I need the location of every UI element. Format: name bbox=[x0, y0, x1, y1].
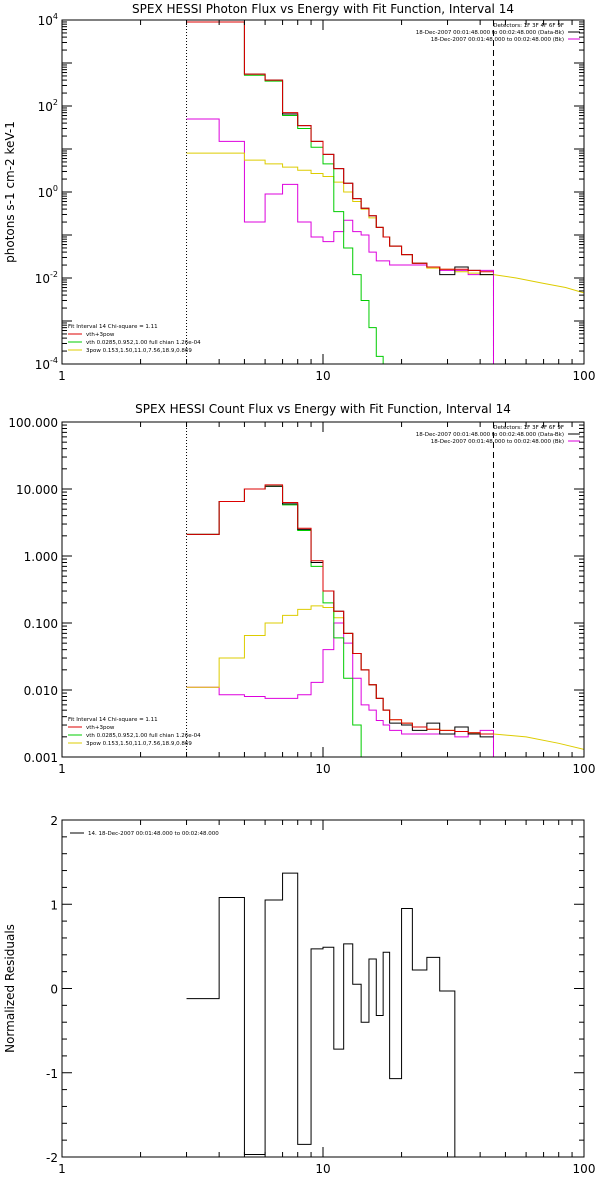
chart-title: SPEX HESSI Count Flux vs Energy with Fit… bbox=[135, 402, 511, 416]
plot-frame bbox=[61, 19, 585, 365]
y-tick-label: 0.100 bbox=[24, 617, 58, 631]
y-tick-exponent: -2 bbox=[50, 270, 58, 279]
x-tick-label: 100 bbox=[573, 762, 596, 776]
y-tick-exponent: 0 bbox=[53, 184, 58, 193]
y-axis: -2 -1 0 1 2 bbox=[46, 814, 584, 1165]
legend-entry: Fit Interval 14 Chi-square = 1.11 bbox=[68, 324, 158, 330]
y-axis-label: photons s-1 cm-2 keV-1 bbox=[3, 121, 17, 263]
legend-entry: 3pow 0.153,1.50,11.0,7.56,18.9,0.869 bbox=[86, 741, 192, 747]
legend-entry: Detectors: 1F 3F 4F 6F 9F bbox=[493, 425, 564, 431]
x-tick-label: 10 bbox=[315, 369, 330, 383]
x-tick-label: 1 bbox=[58, 1162, 66, 1176]
y-tick-label: -1 bbox=[46, 1067, 58, 1081]
chart-title: SPEX HESSI Photon Flux vs Energy with Fi… bbox=[132, 2, 514, 16]
legend-entry: 14. 18-Dec-2007 00:01:48.000 to 00:02:48… bbox=[88, 831, 219, 837]
legend-entry: vth+3pow bbox=[86, 332, 115, 338]
series-group bbox=[186, 872, 494, 1157]
legend-entry: 18-Dec-2007 00:01:48.000 to 00:02:48.000… bbox=[416, 432, 564, 438]
series-group bbox=[186, 21, 584, 364]
legend-entry: 18-Dec-2007 00:01:48.000 to 00:02:48.000… bbox=[416, 30, 564, 36]
series-group bbox=[186, 484, 584, 757]
y-tick-base: 10 bbox=[38, 14, 53, 28]
legend-entry: Detectors: 1F 3F 4F 6F 9F bbox=[493, 23, 564, 29]
x-axis: 1 10 100 bbox=[58, 820, 595, 1176]
series-line-3pow bbox=[186, 605, 494, 735]
series-line-bk bbox=[186, 118, 494, 364]
legend-entry: vth+3pow bbox=[86, 725, 115, 731]
y-tick-exponent: 2 bbox=[53, 98, 58, 107]
y-tick-base: 10 bbox=[38, 186, 53, 200]
series-line-vth bbox=[186, 485, 362, 757]
y-tick-label: 10.000 bbox=[16, 483, 58, 497]
series-line-bk bbox=[186, 622, 494, 757]
legend-entry: vth 0.0285,0.952,1.00 full chian 1.26e-0… bbox=[86, 733, 201, 739]
y-tick-exponent: 4 bbox=[53, 12, 58, 21]
model-extrapolation-line bbox=[493, 733, 584, 750]
y-tick-label: 100.000 bbox=[8, 416, 58, 430]
x-tick-label: 1 bbox=[58, 762, 66, 776]
y-tick-label: 10-2 bbox=[35, 270, 58, 286]
x-axis: 1 10 100 bbox=[58, 20, 595, 383]
y-tick-base: 10 bbox=[35, 272, 50, 286]
legend-entry: 3pow 0.153,1.50,11.0,7.56,18.9,0.869 bbox=[86, 348, 192, 354]
x-tick-label: 100 bbox=[573, 369, 596, 383]
legend-entry: 18-Dec-2007 00:01:48.000 to 00:02:48.000… bbox=[431, 37, 564, 43]
y-tick-exponent: -4 bbox=[50, 356, 58, 365]
y-axis: 0.001 0.010 0.100 1.000 10.000 100.000 bbox=[8, 416, 584, 765]
y-tick-label: 0.001 bbox=[24, 751, 58, 765]
y-tick-base: 10 bbox=[38, 100, 53, 114]
y-tick-label: 0 bbox=[50, 983, 58, 997]
panel-2: SPEX HESSI Count Flux vs Energy with Fit… bbox=[8, 402, 595, 776]
plot-frame bbox=[61, 819, 585, 1158]
x-tick-label: 10 bbox=[315, 762, 330, 776]
legend-entry: 18-Dec-2007 00:01:48.000 to 00:02:48.000… bbox=[431, 439, 564, 445]
series-line-vth-3pow bbox=[186, 21, 494, 273]
y-tick-label: 1.000 bbox=[24, 550, 58, 564]
y-tick-label: 0.010 bbox=[24, 684, 58, 698]
legend-entry: vth 0.0285,0.952,1.00 full chian 1.26e-0… bbox=[86, 340, 201, 346]
x-tick-label: 100 bbox=[573, 1162, 596, 1176]
model-extrapolation-line bbox=[493, 274, 584, 294]
series-line-data-bk bbox=[186, 21, 494, 276]
panel-1: SPEX HESSI Photon Flux vs Energy with Fi… bbox=[3, 2, 595, 383]
x-tick-label: 1 bbox=[58, 369, 66, 383]
series-line-vth bbox=[186, 21, 384, 364]
y-tick-base: 10 bbox=[35, 358, 50, 372]
y-tick-label: 104 bbox=[38, 12, 58, 28]
series-line-residuals bbox=[186, 872, 494, 1157]
y-tick-label: 100 bbox=[38, 184, 58, 200]
panel-3: 1 10 100 -2 -1 0 1 2 Normalized Residuals 14. 18-… bbox=[3, 814, 595, 1176]
x-tick-label: 10 bbox=[315, 1162, 330, 1176]
series-line-vth-3pow bbox=[186, 484, 494, 735]
y-tick-label: 2 bbox=[50, 814, 58, 828]
y-tick-label: 1 bbox=[50, 898, 58, 912]
x-axis: 1 10 100 bbox=[58, 422, 595, 776]
y-tick-label: -2 bbox=[46, 1151, 58, 1165]
legend-entry: Fit Interval 14 Chi-square = 1.11 bbox=[68, 717, 158, 723]
series-line-3pow bbox=[186, 152, 494, 276]
y-tick-label: 10-4 bbox=[35, 356, 58, 372]
y-axis-label: Normalized Residuals bbox=[3, 924, 17, 1053]
y-tick-label: 102 bbox=[38, 98, 58, 114]
